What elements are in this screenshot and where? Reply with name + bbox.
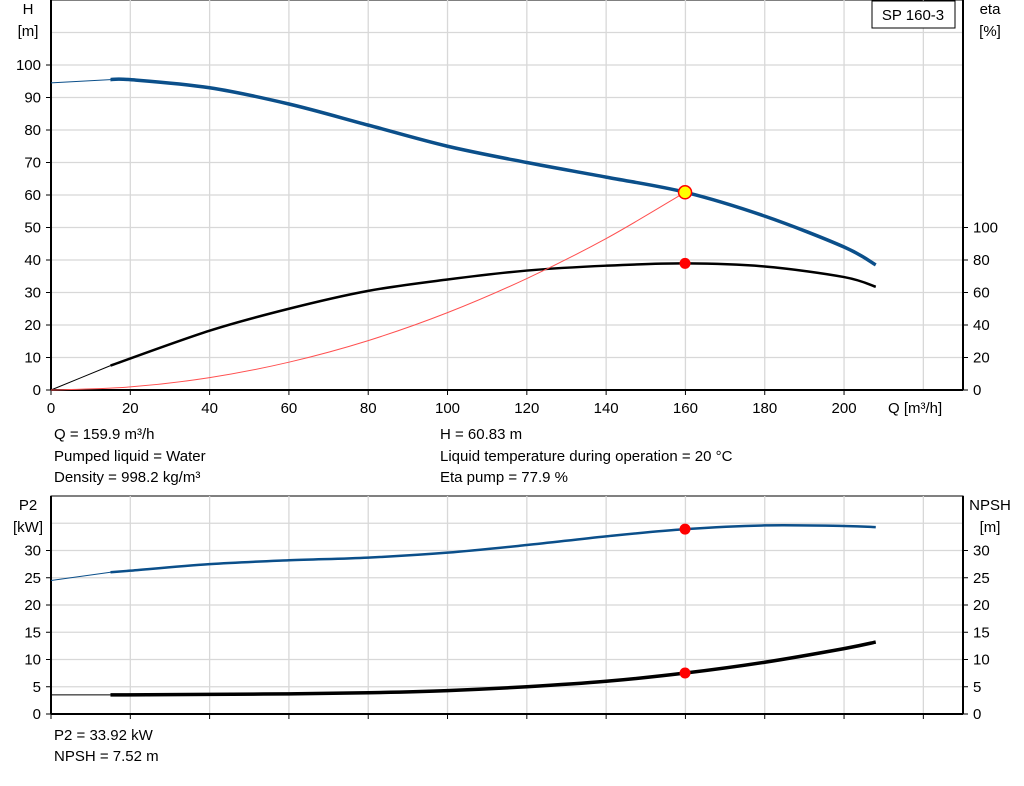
x-tick-label: 160	[673, 400, 698, 417]
right-tick-label: 40	[973, 317, 990, 334]
x-tick-label: 80	[360, 400, 377, 417]
duty-point-eta	[679, 257, 691, 269]
right-axis-title: NPSH	[969, 497, 1011, 514]
left-axis-title: P2	[19, 497, 37, 514]
readout-liquid: Pumped liquid = Water	[54, 448, 206, 465]
right-tick-label: 80	[973, 252, 990, 269]
left-tick-label: 20	[24, 597, 41, 614]
left-tick-label: 20	[24, 317, 41, 334]
left-tick-label: 30	[24, 543, 41, 560]
left-tick-label: 40	[24, 252, 41, 269]
head-efficiency-chart: 0 10 20 30 40 50 60 70 80 90 100 0 20 40 60 80 100 0 20 40 6…	[16, 0, 1001, 417]
left-tick-label: 5	[33, 679, 41, 696]
x-tick-label: 100	[435, 400, 460, 417]
right-tick-label: 20	[973, 597, 990, 614]
pump-label: SP 160-3	[882, 7, 944, 24]
left-tick-label: 0	[33, 706, 41, 723]
x-tick-label: 0	[47, 400, 55, 417]
left-tick-label: 25	[24, 570, 41, 587]
readout-head: H = 60.83 m	[440, 426, 522, 443]
right-tick-label: 25	[973, 570, 990, 587]
head-curve-extrapolated	[50, 79, 111, 84]
x-tick-label: 20	[122, 400, 139, 417]
duty-point-npsh	[679, 667, 691, 679]
right-tick-label: 5	[973, 679, 981, 696]
left-tick-label: 50	[24, 220, 41, 237]
right-tick-label: 0	[973, 382, 981, 399]
left-axis-unit: [kW]	[13, 519, 43, 536]
right-tick-label: 100	[973, 220, 998, 237]
npsh-curve	[110, 640, 877, 697]
pump-label-box	[871, 0, 956, 29]
left-tick-label: 0	[33, 382, 41, 399]
right-axis-unit: [m]	[980, 519, 1001, 536]
readout-temperature: Liquid temperature during operation = 20…	[440, 448, 733, 465]
x-tick-label: 200	[832, 400, 857, 417]
right-tick-label: 10	[973, 652, 990, 669]
right-axis-title: eta	[980, 1, 1002, 18]
readout-npsh: NPSH = 7.52 m	[54, 748, 159, 765]
readout-density: Density = 998.2 kg/m³	[54, 469, 200, 486]
right-tick-label: 20	[973, 350, 990, 367]
eta-curve-extrapolated	[50, 365, 111, 391]
right-tick-label: 60	[973, 285, 990, 302]
x-tick-label: 40	[201, 400, 218, 417]
x-tick-label: 60	[281, 400, 298, 417]
left-tick-label: 10	[24, 350, 41, 367]
x-tick-label: 180	[752, 400, 777, 417]
system-curve	[50, 191, 686, 391]
left-tick-label: 80	[24, 122, 41, 139]
right-tick-label: 15	[973, 624, 990, 641]
x-axis-label: Q [m³/h]	[888, 400, 942, 417]
right-tick-label: 0	[973, 706, 981, 723]
power-npsh-chart: 0 5 10 15 20 25 30 0 5 10 15 20 25 30 P2 [kW] NPSH [m]	[13, 495, 1011, 723]
p2-curve-extrapolated	[50, 571, 111, 581]
left-tick-label: 60	[24, 187, 41, 204]
left-tick-label: 100	[16, 57, 41, 74]
readout-eta: Eta pump = 77.9 %	[440, 469, 568, 486]
right-axis-unit: [%]	[979, 23, 1001, 40]
duty-point-p2	[679, 523, 691, 535]
left-axis-unit: [m]	[18, 23, 39, 40]
readout-p2: P2 = 33.92 kW	[54, 727, 154, 744]
left-tick-label: 15	[24, 624, 41, 641]
left-tick-label: 30	[24, 285, 41, 302]
left-tick-label: 90	[24, 90, 41, 107]
left-axis-title: H	[23, 1, 34, 18]
left-tick-label: 10	[24, 652, 41, 669]
duty-point-head	[677, 185, 693, 200]
x-tick-label: 120	[514, 400, 539, 417]
eta-curve	[110, 262, 877, 367]
p2-curve	[110, 524, 876, 574]
readout-flow: Q = 159.9 m³/h	[54, 426, 154, 443]
left-tick-label: 70	[24, 155, 41, 172]
right-tick-label: 30	[973, 543, 990, 560]
x-tick-label: 140	[594, 400, 619, 417]
head-curve	[110, 77, 877, 267]
